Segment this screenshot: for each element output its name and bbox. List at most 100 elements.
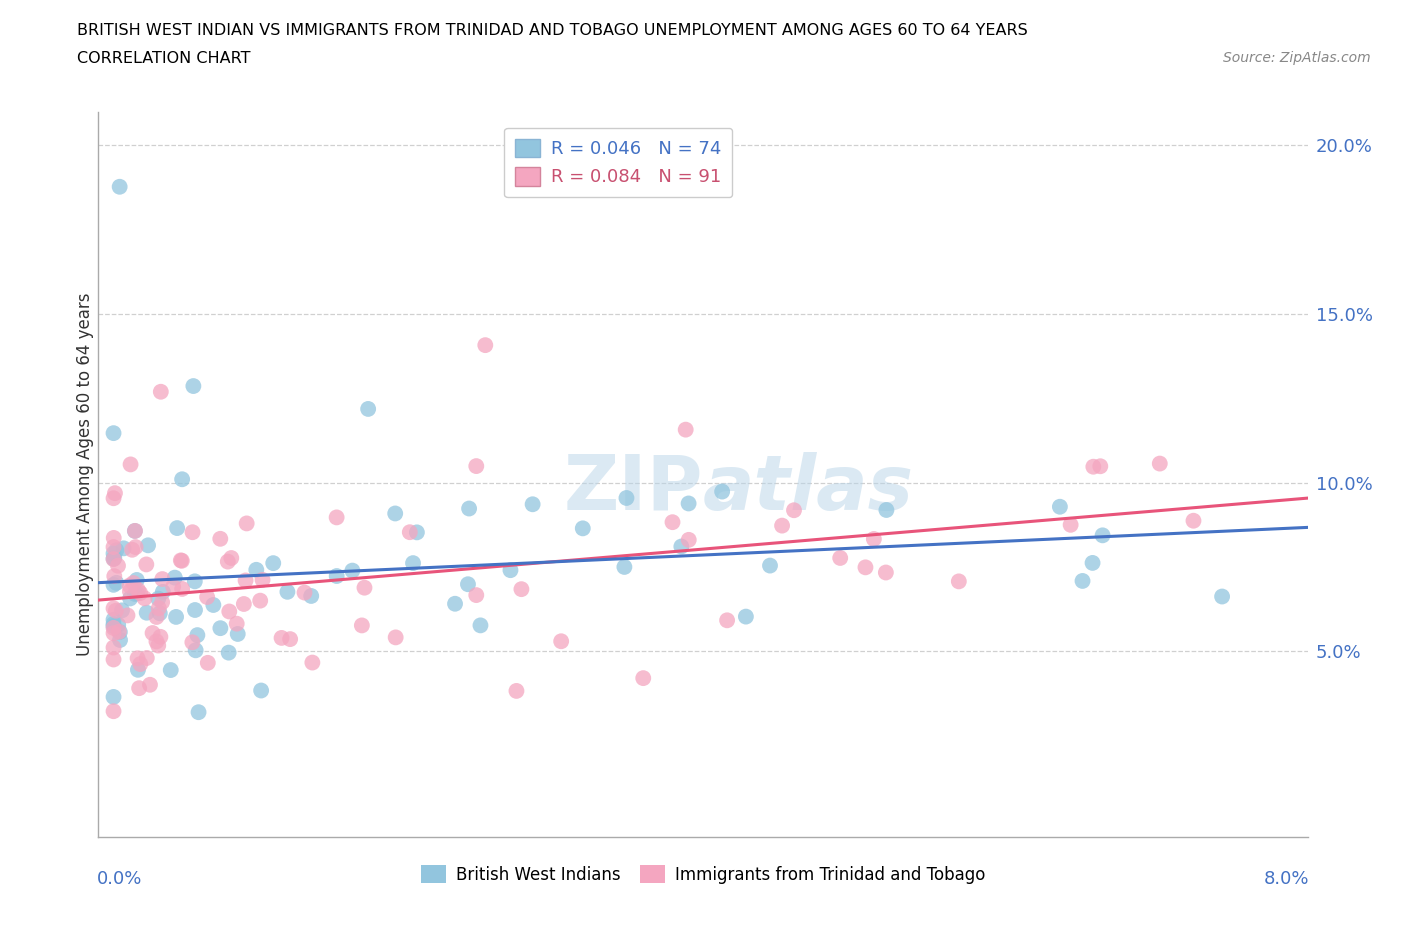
Point (505, 684, 527, 698)
Point (103, 652, 125, 667)
Point (159, 662, 181, 677)
Point (172, 581, 194, 596)
Point (465, 588, 488, 603)
Point (232, 596, 254, 611)
Point (108, 625, 131, 640)
Point (136, 538, 159, 552)
Point (170, 553, 193, 568)
Text: BRITISH WEST INDIAN VS IMMIGRANTS FROM TRINIDAD AND TOBAGO UNEMPLOYMENT AMONG AG: BRITISH WEST INDIAN VS IMMIGRANTS FROM T… (77, 23, 1028, 38)
Point (510, 582, 533, 597)
Point (1083, 459, 1105, 474)
Point (103, 546, 125, 561)
Point (235, 516, 257, 531)
Point (149, 630, 172, 644)
Point (148, 601, 170, 616)
Point (249, 593, 271, 608)
Point (150, 595, 173, 610)
Point (135, 557, 157, 572)
Point (149, 384, 172, 399)
Point (1211, 589, 1233, 604)
Point (184, 643, 207, 658)
Point (124, 539, 146, 554)
Point (474, 338, 496, 352)
Point (278, 631, 301, 646)
Point (103, 612, 125, 627)
Point (103, 551, 125, 565)
Point (294, 585, 316, 600)
Point (108, 624, 131, 639)
Point (127, 582, 149, 597)
Point (457, 577, 479, 591)
Point (1090, 458, 1112, 473)
Point (103, 426, 125, 441)
Point (357, 402, 380, 417)
Point (184, 574, 207, 589)
Point (353, 580, 375, 595)
Point (875, 502, 897, 517)
Point (181, 525, 204, 539)
Point (735, 609, 758, 624)
Point (181, 635, 204, 650)
Point (103, 578, 125, 592)
Text: ZIP: ZIP (564, 452, 703, 525)
Point (678, 532, 700, 547)
Point (1149, 456, 1171, 471)
Point (202, 598, 225, 613)
Point (675, 422, 697, 437)
Legend: British West Indians, Immigrants from Trinidad and Tobago: British West Indians, Immigrants from Tr… (413, 858, 993, 890)
Point (163, 570, 186, 585)
Point (103, 551, 125, 566)
Point (108, 632, 131, 647)
Point (145, 634, 167, 649)
Point (613, 560, 636, 575)
Point (470, 618, 492, 632)
Point (1081, 555, 1104, 570)
Point (209, 620, 232, 635)
Point (759, 558, 782, 573)
Point (1182, 513, 1205, 528)
Point (217, 554, 239, 569)
Point (661, 514, 683, 529)
Point (406, 525, 429, 539)
Point (139, 677, 162, 692)
Point (616, 490, 638, 505)
Point (325, 568, 347, 583)
Point (402, 556, 425, 571)
Point (299, 589, 322, 604)
Point (165, 609, 187, 624)
Point (104, 485, 127, 500)
Text: atlas: atlas (703, 452, 914, 525)
Point (103, 618, 125, 633)
Point (120, 591, 142, 605)
Point (145, 609, 167, 624)
Point (122, 576, 145, 591)
Point (250, 683, 273, 698)
Point (128, 681, 150, 696)
Point (118, 578, 141, 593)
Point (235, 573, 257, 588)
Point (225, 617, 247, 631)
Point (350, 618, 373, 632)
Point (112, 541, 135, 556)
Point (1071, 574, 1094, 589)
Point (716, 613, 738, 628)
Point (499, 563, 522, 578)
Point (103, 640, 125, 655)
Point (342, 564, 364, 578)
Point (103, 539, 125, 554)
Point (948, 574, 970, 589)
Point (129, 657, 152, 671)
Point (149, 605, 172, 620)
Point (134, 591, 156, 605)
Point (252, 572, 274, 587)
Point (121, 542, 143, 557)
Point (170, 553, 193, 568)
Point (103, 601, 125, 616)
Point (103, 530, 125, 545)
Point (111, 603, 134, 618)
Point (325, 510, 347, 525)
Point (129, 586, 152, 601)
Point (875, 565, 897, 580)
Text: 0.0%: 0.0% (97, 870, 142, 887)
Point (186, 628, 208, 643)
